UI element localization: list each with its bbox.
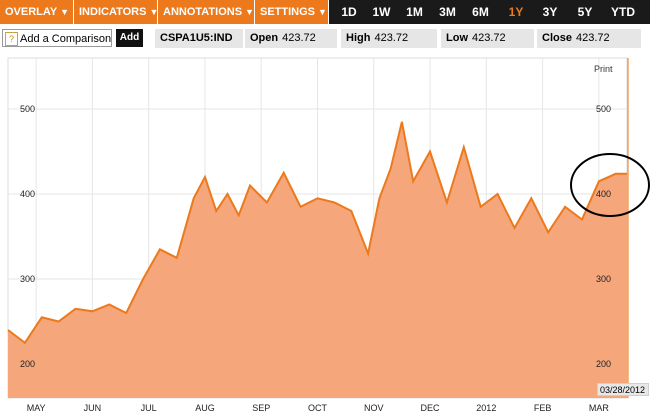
chart-toolbar: OVERLAY ▼ INDICATORS ▼ ANNOTATIONS ▼ SETTIN… [0, 0, 650, 24]
y-tick-label-left: 300 [20, 274, 35, 284]
indicators-menu[interactable]: INDICATORS ▼ [74, 0, 158, 24]
ticker-field: CSPA1U5:IND [155, 29, 243, 48]
low-field: Low 423.72 [441, 29, 534, 48]
x-tick-label: OCT [308, 403, 328, 413]
x-tick-label: SEP [252, 403, 270, 413]
ticker-symbol: CSPA1U5:IND [160, 32, 233, 44]
chevron-down-icon: ▼ [245, 7, 254, 17]
y-tick-label-right: 500 [596, 104, 611, 114]
overlay-label: OVERLAY [5, 6, 58, 18]
price-line [7, 121, 627, 345]
x-tick-label: JUN [84, 403, 102, 413]
x-tick-label: MAY [27, 403, 46, 413]
range-1y[interactable]: 1Y [508, 5, 524, 19]
close-label: Close [542, 32, 572, 44]
settings-label: SETTINGS [260, 6, 316, 18]
range-ytd[interactable]: YTD [611, 5, 635, 19]
y-tick-label-right: 200 [596, 359, 611, 369]
last-date-label: 03/28/2012 [597, 383, 649, 396]
y-tick-label-left: 400 [20, 189, 35, 199]
x-tick-label: 2012 [476, 403, 496, 413]
quote-bar: ? Add a Comparison Add CSPA1U5:IND Open 42… [0, 25, 650, 52]
settings-menu[interactable]: SETTINGS ▼ [255, 0, 329, 24]
high-field: High 423.72 [341, 29, 437, 48]
open-value: 423.72 [282, 32, 316, 44]
open-field: Open 423.72 [245, 29, 337, 48]
chevron-down-icon: ▼ [318, 7, 327, 17]
chevron-down-icon: ▼ [60, 7, 70, 17]
x-tick-label: DEC [421, 403, 441, 413]
y-tick-label-right: 300 [596, 274, 611, 284]
open-label: Open [250, 32, 279, 44]
low-value: 423.72 [472, 32, 506, 44]
print-link[interactable]: Print [594, 64, 613, 74]
annotation-circle [570, 153, 650, 217]
add-comparison-button[interactable]: Add [116, 29, 143, 47]
x-tick-label: FEB [534, 403, 552, 413]
range-1d[interactable]: 1D [341, 5, 357, 19]
y-tick-label-right: 400 [596, 189, 611, 199]
range-5y[interactable]: 5Y [577, 5, 593, 19]
range-6m[interactable]: 6M [472, 5, 489, 19]
close-value: 423.72 [575, 32, 610, 44]
range-3y[interactable]: 3Y [542, 5, 558, 19]
price-area [8, 121, 627, 399]
range-1w[interactable]: 1W [372, 5, 391, 19]
overlay-menu[interactable]: OVERLAY ▼ [0, 0, 74, 24]
annotations-menu[interactable]: ANNOTATIONS ▼ [158, 0, 255, 24]
range-3m[interactable]: 3M [439, 5, 456, 19]
chevron-down-icon: ▼ [149, 7, 158, 17]
help-icon: ? [5, 32, 18, 46]
high-label: High [346, 32, 371, 44]
comparison-placeholder: Add a Comparison [20, 33, 112, 45]
annotations-label: ANNOTATIONS [163, 6, 243, 18]
x-tick-label: AUG [195, 403, 215, 413]
high-value: 423.72 [374, 32, 409, 44]
x-tick-label: NOV [364, 403, 384, 413]
x-tick-label: MAR [589, 403, 610, 413]
range-1m[interactable]: 1M [406, 5, 423, 19]
y-tick-label-left: 200 [20, 359, 35, 369]
indicators-label: INDICATORS [79, 6, 147, 18]
x-tick-label: JUL [141, 403, 157, 413]
comparison-input[interactable]: ? Add a Comparison [2, 29, 112, 47]
close-field: Close 423.72 [537, 29, 641, 48]
low-label: Low [446, 32, 468, 44]
y-tick-label-left: 500 [20, 104, 35, 114]
